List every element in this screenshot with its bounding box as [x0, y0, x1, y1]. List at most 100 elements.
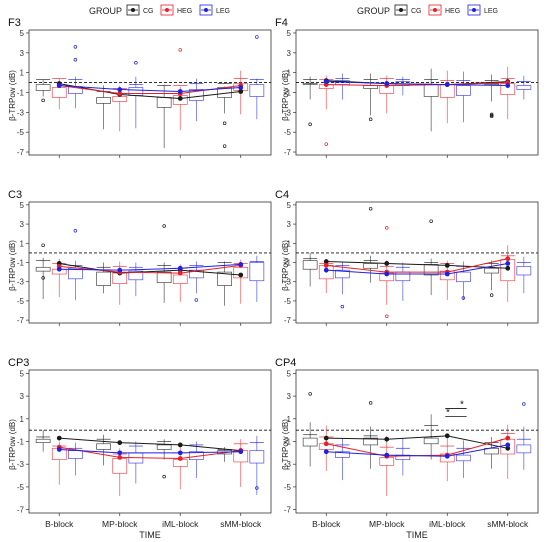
box-cg [363, 401, 378, 469]
y-tick-label: -1 [17, 259, 25, 268]
box-leg [189, 261, 204, 302]
mean-point-leg [505, 83, 511, 88]
significance-label: * [446, 408, 450, 419]
y-axis-label: β-TRPow (dB) [8, 70, 17, 121]
legend-key-dot [399, 8, 403, 12]
legend-key-dot [131, 8, 135, 12]
mean-point-cg [117, 440, 123, 446]
box-body [128, 270, 144, 281]
y-tick-label: 1 [287, 69, 292, 78]
box-cg [302, 76, 318, 126]
mean-point-cg [177, 442, 183, 448]
mean-point-leg [323, 449, 329, 455]
box-cg [423, 414, 439, 460]
y-tick-label: -7 [284, 148, 292, 157]
mean-point-leg [323, 267, 329, 273]
outlier-point [489, 293, 494, 297]
series-leg [67, 35, 265, 129]
box-leg [249, 35, 265, 120]
box-cg [217, 261, 232, 306]
series-leg [67, 229, 265, 302]
outlier-point [162, 474, 166, 479]
panel-f4: F45 3 1 -1 -3 -5 -7 β-TRPow (dB) [275, 17, 539, 158]
box-body [335, 451, 350, 458]
y-tick-label: 3 [20, 392, 25, 401]
mean-point-leg [505, 261, 511, 266]
outlier-point [73, 58, 78, 62]
y-tick-label: -3 [17, 278, 25, 287]
outlier-point [41, 276, 45, 280]
box-leg [335, 262, 350, 309]
box-cg [363, 206, 378, 283]
mean-point-leg [56, 266, 62, 272]
y-axis-label: β-TRPow (dB) [8, 240, 17, 291]
legend-title: GROUP [357, 6, 390, 16]
y-axis-label: β-TRPow (dB) [281, 70, 290, 121]
y-tick-label: -3 [284, 460, 292, 469]
mean-line-heg [326, 82, 508, 87]
panel-c3: C35 3 1 -1 -3 -5 -7 β-TRPow (dB) [8, 189, 272, 326]
box-body [156, 271, 172, 284]
panel-frame [295, 201, 539, 324]
y-axis-label: β-TRPow (dB) [281, 240, 290, 291]
panel-f3: F35 3 1 -1 -3 -5 -7 β-TRPow (dB) [8, 17, 272, 158]
box-body [189, 269, 204, 279]
x-axis-label: TIME [139, 530, 161, 540]
outlier-point [255, 35, 259, 39]
mean-point-leg [177, 89, 183, 94]
mean-point-heg [323, 441, 329, 447]
mean-line-cg [326, 435, 508, 449]
outlier-point [222, 121, 227, 126]
outlier-point [222, 144, 227, 148]
box-body [516, 85, 532, 90]
y-tick-label: -1 [284, 259, 292, 268]
x-tick-label: B-block [312, 519, 341, 529]
mean-point-cg [323, 435, 329, 441]
y-tick-label: -7 [17, 506, 25, 515]
x-tick-label: iML-block [429, 519, 466, 529]
box-body [456, 271, 471, 283]
mean-line-heg [59, 446, 241, 460]
mean-point-leg [117, 87, 123, 92]
y-tick-label: -5 [17, 297, 25, 306]
outlier-point [73, 45, 78, 49]
box-leg [516, 256, 532, 294]
series-leg [335, 256, 532, 309]
box-leg [516, 75, 532, 100]
legend-key-heg [428, 4, 442, 16]
y-tick-label: 3 [287, 220, 292, 229]
panel-title: C3 [8, 189, 22, 201]
mean-point-heg [177, 270, 183, 276]
panel-c4: C45 3 1 -1 -3 -5 -7 β-TRPow (dB) [275, 189, 539, 326]
outlier-point [522, 402, 526, 406]
x-axis-label: TIME [406, 530, 428, 540]
mean-point-leg [238, 85, 244, 90]
y-tick-label: -5 [284, 128, 292, 137]
box-leg [189, 78, 204, 122]
box-body [189, 89, 204, 101]
box-body [456, 85, 471, 96]
outlier-point [194, 298, 199, 302]
outlier-point [385, 314, 389, 319]
x-tick-label: sMM-block [220, 519, 262, 529]
legend-key-cg [394, 4, 408, 16]
y-tick-label: -3 [17, 460, 25, 469]
outlier-point [385, 226, 389, 230]
mean-line-leg [326, 81, 508, 87]
mean-point-cg [505, 265, 511, 271]
box-body [363, 437, 378, 446]
mean-point-heg [117, 454, 123, 460]
outlier-point [178, 48, 183, 52]
box-body [516, 444, 532, 454]
box-body [302, 260, 318, 270]
outlier-point [41, 98, 45, 103]
box-leg [456, 440, 471, 478]
mean-point-cg [238, 272, 244, 278]
box-body [249, 84, 265, 97]
mean-point-leg [323, 79, 329, 84]
mean-point-cg [238, 89, 244, 94]
mean-point-cg [444, 433, 450, 439]
box-body [516, 265, 532, 276]
legend: GROUP CG HEG LEG [89, 4, 230, 16]
mean-point-cg [505, 445, 511, 451]
